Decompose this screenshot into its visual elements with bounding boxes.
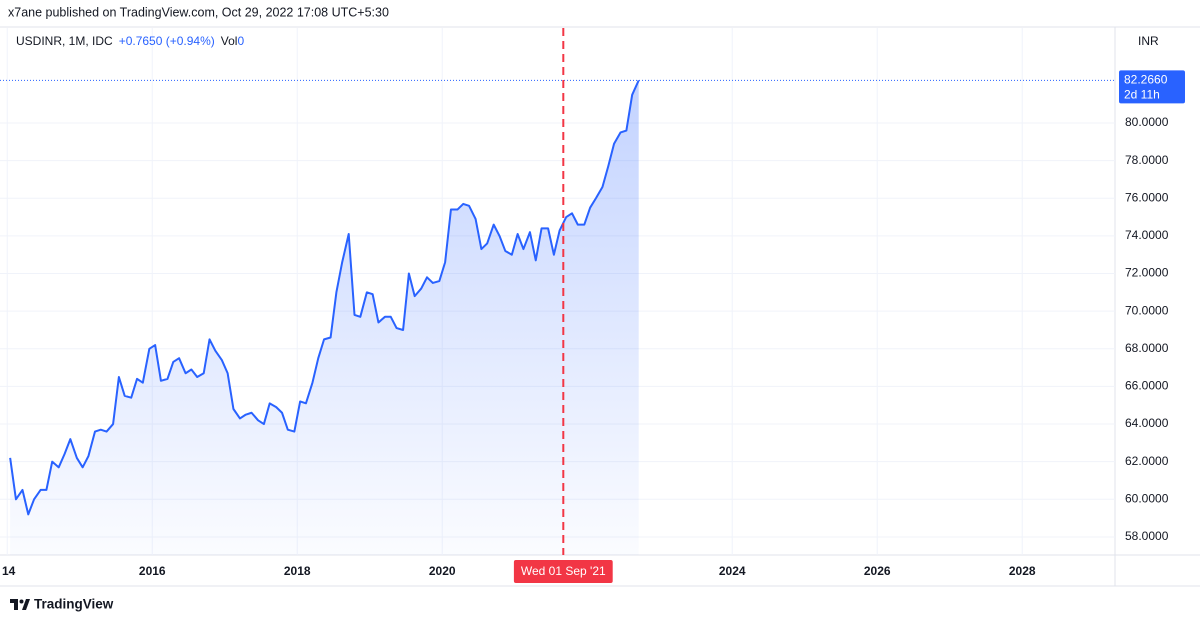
last-price-tag [1119,70,1185,104]
logo-shape [14,599,18,610]
volume-label: Vol [221,34,238,48]
y-tick-label: 74.0000 [1125,228,1169,242]
last-price-label: 82.2660 [1124,73,1168,87]
y-tick-label: 70.0000 [1125,303,1169,317]
logo-shape [22,599,30,610]
x-tick-label: 2020 [429,564,456,578]
y-tick-label: 80.0000 [1125,115,1169,129]
crosshair-tag [513,560,613,583]
x-tick-label: 2016 [139,564,166,578]
x-tick-label: 14 [2,564,16,578]
legend: USDINR, 1M, IDC +0.7650 (+0.94%) Vol 0 [16,34,244,48]
change: +0.7650 (+0.94%) [119,34,215,48]
brand: TradingView [34,597,114,612]
y-tick-label: 64.0000 [1125,416,1169,430]
y-tick-label: 62.0000 [1125,454,1169,468]
price-line [9,79,640,516]
footer-logo: TradingView [10,597,114,612]
crosshair-label: Wed 01 Sep '21 [521,564,606,578]
volume-value: 0 [237,34,244,48]
x-tick-label: 2018 [284,564,311,578]
logo-shape [19,599,24,604]
y-tick-label: 66.0000 [1125,379,1169,393]
y-tick-label: 76.0000 [1125,190,1169,204]
area [10,80,639,555]
x-tick-label: 2028 [1009,564,1036,578]
symbol: USDINR, 1M, IDC [16,34,113,48]
y-tick-label: 72.0000 [1125,266,1169,280]
plot [0,28,1115,555]
x-tick-label: 2026 [864,564,891,578]
publisher-line: x7ane published on TradingView.com, Oct … [8,5,389,19]
y-tick-label: 78.0000 [1125,153,1169,167]
countdown: 2d 11h [1124,88,1160,102]
y-tick-label: 58.0000 [1125,529,1169,543]
y-axis-label: INR [1138,34,1159,48]
y-tick-label: 60.0000 [1125,491,1169,505]
x-tick-label: 2024 [719,564,746,578]
y-tick-label: 68.0000 [1125,341,1169,355]
